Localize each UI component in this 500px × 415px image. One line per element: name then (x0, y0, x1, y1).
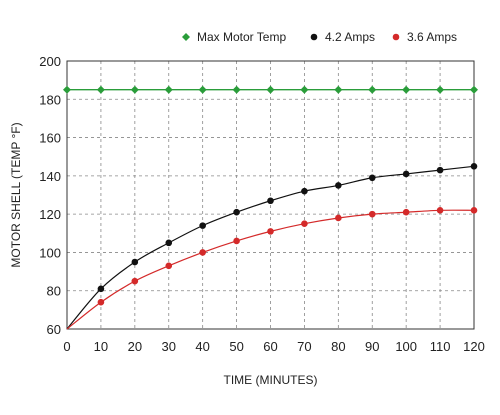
x-tick-label: 30 (162, 339, 176, 354)
data-point-diamond (470, 85, 478, 94)
x-tick-label: 60 (263, 339, 277, 354)
x-tick-label: 20 (128, 339, 142, 354)
plot-frame (66, 60, 475, 330)
legend-item: 3.6 Amps (392, 30, 457, 44)
data-point-diamond (232, 85, 241, 94)
data-point (131, 277, 139, 285)
data-point (402, 208, 410, 216)
legend-marker (392, 33, 400, 41)
data-point (267, 228, 274, 235)
legend-label: 3.6 Amps (407, 30, 457, 44)
legend-marker-diamond (182, 33, 190, 41)
data-point (199, 249, 206, 256)
y-axis-title: MOTOR SHELL (TEMP °F) (9, 122, 23, 267)
data-point (335, 214, 342, 222)
x-tick-label: 80 (331, 339, 345, 354)
legend: Max Motor Temp 4.2 Amps 3.6 Amps (182, 30, 457, 44)
x-tick-label: 70 (297, 339, 311, 354)
y-tick-label: 60 (47, 322, 61, 337)
data-point (97, 285, 105, 293)
y-tick-label: 160 (39, 131, 61, 146)
y-tick-label: 140 (39, 169, 61, 184)
data-point (131, 258, 139, 266)
data-point (368, 210, 376, 218)
data-point-diamond (300, 85, 309, 94)
grid (67, 61, 474, 329)
legend-label: 4.2 Amps (325, 30, 375, 44)
legend-item: Max Motor Temp (182, 30, 286, 44)
y-tick-label: 200 (39, 54, 61, 69)
legend-marker (310, 33, 318, 41)
x-tick-label: 0 (63, 339, 70, 354)
data-point (97, 298, 105, 306)
data-point-diamond (334, 85, 343, 94)
data-point (199, 222, 206, 229)
series-3-6-amps (66, 207, 478, 330)
data-point (436, 207, 444, 214)
data-point-diamond (436, 85, 445, 94)
series-4-2-amps (66, 162, 478, 330)
data-point-diamond (198, 85, 207, 94)
x-tick-label: 50 (229, 339, 243, 354)
data-point (436, 166, 444, 174)
data-point-diamond (266, 85, 275, 94)
data-point-diamond (63, 85, 71, 94)
data-point (470, 162, 478, 170)
x-axis-ticks: 0 10 20 30 40 50 60 70 80 90 100 110 120 (63, 339, 484, 354)
legend-item: 4.2 Amps (310, 30, 375, 44)
y-tick-label: 180 (39, 92, 61, 107)
data-point (335, 182, 342, 189)
data-point-diamond (164, 85, 173, 94)
legend-label: Max Motor Temp (197, 30, 286, 44)
data-point (301, 220, 308, 228)
y-tick-label: 80 (47, 284, 61, 299)
data-point (233, 237, 240, 245)
series-max-motor-temp (63, 85, 478, 94)
x-tick-label: 120 (463, 339, 485, 354)
y-tick-label: 100 (39, 245, 61, 260)
data-point (470, 207, 478, 214)
y-tick-label: 120 (39, 207, 61, 222)
data-point (165, 239, 173, 247)
data-point-diamond (96, 85, 105, 94)
y-axis-ticks: 60 80 100 120 140 160 180 200 (39, 54, 61, 337)
data-point-diamond (368, 85, 377, 94)
x-tick-label: 90 (365, 339, 379, 354)
x-tick-label: 100 (395, 339, 417, 354)
data-point (368, 174, 376, 182)
x-tick-label: 10 (94, 339, 108, 354)
data-point-diamond (402, 85, 411, 94)
data-point (402, 170, 410, 178)
data-point (233, 208, 240, 216)
series-line (66, 209, 475, 330)
x-axis-title: TIME (MINUTES) (224, 373, 318, 387)
data-point (165, 262, 173, 270)
x-tick-label: 110 (430, 339, 451, 354)
series-group (63, 85, 478, 330)
data-point (267, 197, 274, 205)
data-point (301, 187, 308, 195)
x-tick-label: 40 (195, 339, 209, 354)
data-point-diamond (130, 85, 139, 94)
